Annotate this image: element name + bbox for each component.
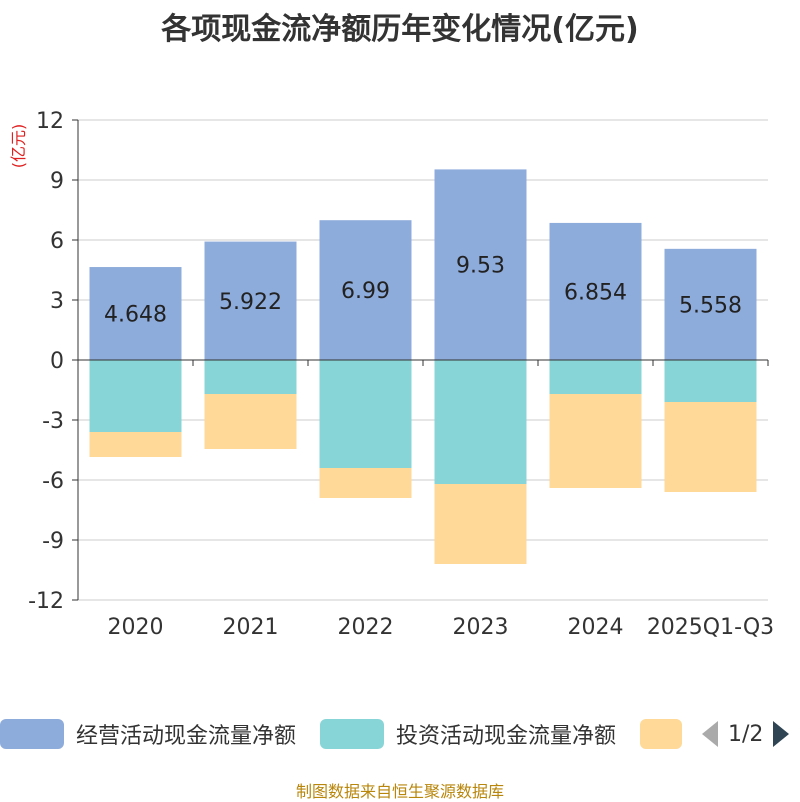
legend-swatch-operating xyxy=(0,719,64,749)
y-axis-label: (亿元) xyxy=(9,124,28,169)
y-tick-label: 12 xyxy=(36,109,64,134)
bar-financing xyxy=(319,468,412,498)
bar-investing xyxy=(664,360,757,402)
y-tick-label: 6 xyxy=(50,229,64,254)
legend-swatch-investing xyxy=(320,719,384,749)
y-tick-label: 3 xyxy=(50,289,64,314)
y-tick-label: 0 xyxy=(50,349,64,374)
data-label: 6.99 xyxy=(341,279,390,304)
bar-financing xyxy=(204,394,297,449)
y-tick-label: -3 xyxy=(42,409,64,434)
y-tick-label: -6 xyxy=(42,469,64,494)
legend-item-operating[interactable]: 经营活动现金流量净额 xyxy=(0,716,296,752)
legend-pager: 1/2 xyxy=(702,716,790,752)
x-tick-label: 2023 xyxy=(453,615,509,640)
x-tick-label: 2022 xyxy=(338,615,394,640)
bar-investing xyxy=(549,360,642,394)
bar-operating xyxy=(434,169,527,360)
data-label: 5.922 xyxy=(219,290,282,315)
data-label: 6.854 xyxy=(564,280,627,305)
x-tick-label: 2024 xyxy=(568,615,624,640)
legend: 经营活动现金流量净额 投资活动现金流量净额 1/2 xyxy=(0,716,800,756)
y-tick-label: -9 xyxy=(42,529,64,554)
bar-chart: 12 9 6 3 0 -3 -6 -9 -12 (亿元) 4.648 5.922 6.99 9.53 6.8… xyxy=(9,109,774,640)
legend-item-financing[interactable] xyxy=(640,716,682,752)
prev-page-icon[interactable] xyxy=(702,721,718,747)
bar-investing xyxy=(204,360,297,394)
bar-financing xyxy=(664,402,757,492)
data-label: 5.558 xyxy=(679,293,742,318)
legend-label-investing: 投资活动现金流量净额 xyxy=(396,724,617,749)
bar-financing xyxy=(434,484,527,564)
bar-operating xyxy=(664,248,757,360)
x-tick-label: 2020 xyxy=(108,615,164,640)
legend-swatch-financing xyxy=(640,719,682,749)
bar-operating xyxy=(319,220,412,360)
bar-investing xyxy=(434,360,527,484)
data-label: 9.53 xyxy=(456,254,505,279)
legend-page-indicator: 1/2 xyxy=(728,721,764,747)
bar-investing xyxy=(319,360,412,468)
bar-operating xyxy=(89,267,182,360)
data-source-note: 制图数据来自恒生聚源数据库 xyxy=(295,782,504,801)
bar-investing xyxy=(89,360,182,432)
x-tick-label: 2021 xyxy=(223,615,279,640)
next-page-icon[interactable] xyxy=(773,721,790,747)
y-tick-label: -12 xyxy=(28,589,64,614)
legend-item-investing[interactable]: 投资活动现金流量净额 xyxy=(320,716,616,752)
y-tick-label: 9 xyxy=(50,169,64,194)
bar-financing xyxy=(89,432,182,457)
bar-financing xyxy=(549,394,642,488)
data-label: 4.648 xyxy=(104,303,167,328)
chart-title: 各项现金流净额历年变化情况(亿元) xyxy=(161,12,639,47)
legend-label-operating: 经营活动现金流量净额 xyxy=(76,724,297,749)
bar-operating xyxy=(204,241,297,360)
x-tick-label: 2025Q1-Q3 xyxy=(647,615,774,640)
bar-operating xyxy=(549,222,642,360)
